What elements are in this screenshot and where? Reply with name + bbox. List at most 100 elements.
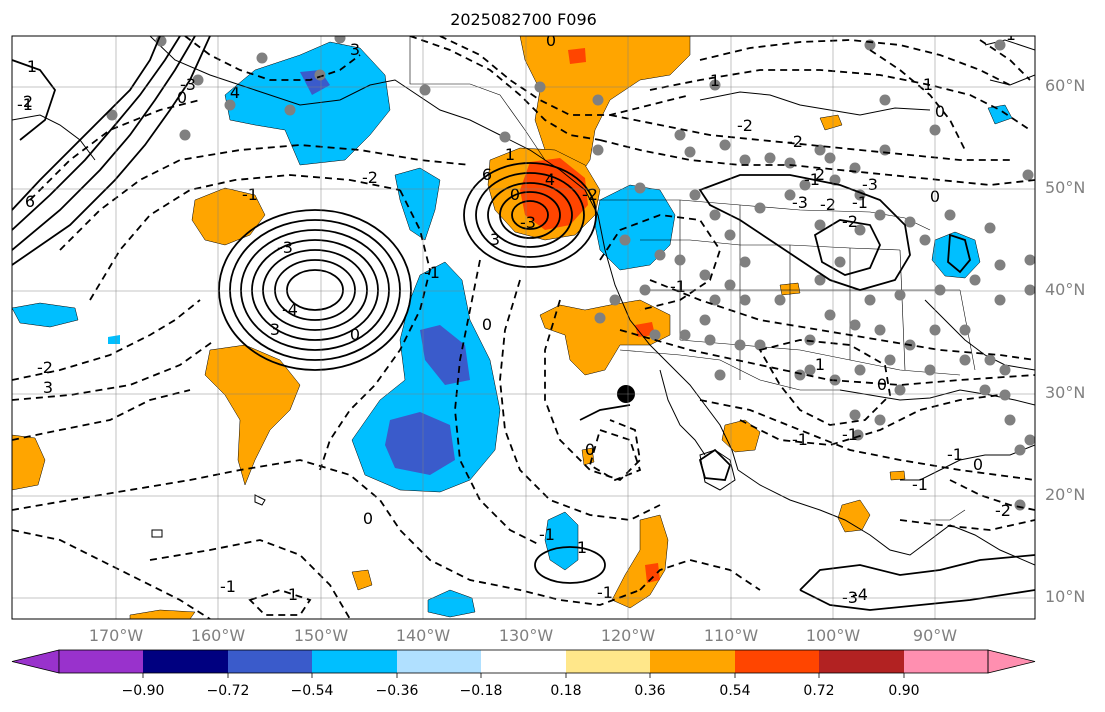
contour-label: 1 bbox=[815, 355, 825, 374]
contour-label: -1 bbox=[670, 277, 686, 296]
contour-lines bbox=[12, 36, 1035, 611]
station-marker bbox=[924, 364, 936, 376]
contour-line bbox=[979, 39, 1031, 81]
contour-label: -2 bbox=[582, 185, 598, 204]
colorbar-extend-max bbox=[987, 649, 1036, 674]
positive-anomaly-region bbox=[519, 36, 691, 176]
negative-anomaly-region bbox=[224, 41, 391, 166]
contour-label: -3 bbox=[520, 213, 536, 232]
positive-anomaly-region bbox=[645, 563, 660, 583]
contour-line bbox=[12, 339, 216, 401]
station-marker bbox=[824, 152, 836, 164]
station-marker bbox=[1022, 169, 1034, 181]
station-marker bbox=[879, 144, 891, 156]
station-marker bbox=[934, 284, 946, 296]
contour-line bbox=[274, 259, 356, 321]
station-marker bbox=[784, 189, 796, 201]
contour-line bbox=[619, 329, 1035, 386]
contour-label: -1 bbox=[242, 185, 258, 204]
station-marker bbox=[684, 146, 696, 158]
station-marker bbox=[106, 109, 118, 121]
lon-label: 150°W bbox=[293, 626, 349, 645]
station-marker bbox=[994, 39, 1006, 51]
station-marker bbox=[714, 369, 726, 381]
station-marker bbox=[799, 179, 811, 191]
contour-line bbox=[639, 559, 761, 591]
contour-line bbox=[12, 36, 161, 211]
colorbar-tick-label: −0.54 bbox=[290, 683, 334, 699]
contour-label: -1 bbox=[539, 525, 555, 544]
station-marker bbox=[674, 254, 686, 266]
lat-label: 20°N bbox=[1045, 485, 1086, 504]
contour-label: -2 bbox=[820, 195, 836, 214]
negative-anomaly-region bbox=[544, 511, 579, 571]
contour-line bbox=[251, 239, 379, 341]
station-marker bbox=[724, 279, 736, 291]
station-marker bbox=[724, 229, 736, 241]
positive-anomaly-region bbox=[611, 514, 669, 609]
station-marker bbox=[814, 144, 826, 156]
station-marker bbox=[994, 294, 1006, 306]
station-marker bbox=[1004, 414, 1016, 426]
lat-label: 50°N bbox=[1045, 178, 1086, 197]
lon-label: 90°W bbox=[912, 626, 958, 645]
contour-line bbox=[454, 259, 541, 546]
contour-line bbox=[184, 36, 361, 81]
station-marker bbox=[679, 329, 691, 341]
contour-label: 2 bbox=[23, 92, 33, 111]
colorbar-segment bbox=[566, 650, 650, 673]
negative-anomaly-region bbox=[931, 231, 981, 279]
contour-label: 2 bbox=[815, 165, 825, 184]
contour-label: -2 bbox=[787, 132, 803, 151]
contour-label: -1 bbox=[424, 263, 440, 282]
colorbar-segment bbox=[312, 650, 397, 673]
contour-label: 0 bbox=[877, 375, 887, 394]
lat-label: 30°N bbox=[1045, 383, 1086, 402]
contour-label: 3 bbox=[490, 230, 500, 249]
contour-label: 3 bbox=[350, 40, 360, 59]
contour-label: 0 bbox=[973, 455, 983, 474]
lon-label: 110°W bbox=[703, 626, 759, 645]
station-marker bbox=[704, 334, 716, 346]
contour-line bbox=[609, 114, 1010, 161]
contour-line bbox=[599, 214, 721, 311]
contour-label: 0 bbox=[177, 88, 187, 107]
contour-label: -1 bbox=[804, 170, 820, 189]
contour-label: 4 bbox=[230, 83, 240, 102]
positive-anomaly-region bbox=[819, 114, 843, 131]
colorbar-segment bbox=[650, 650, 735, 673]
contour-label: 6 bbox=[25, 192, 35, 211]
station-marker bbox=[709, 79, 721, 91]
station-marker bbox=[1024, 254, 1035, 266]
lat-label: 10°N bbox=[1045, 587, 1086, 606]
contour-line bbox=[12, 36, 211, 266]
contour-label: -1 bbox=[17, 95, 33, 114]
lon-label: 140°W bbox=[395, 626, 451, 645]
contour-label: -2 bbox=[737, 116, 753, 135]
station-marker bbox=[764, 152, 776, 164]
contour-line bbox=[59, 144, 471, 251]
negative-anomaly-region bbox=[420, 325, 470, 385]
station-marker bbox=[959, 324, 971, 336]
station-marker bbox=[864, 294, 876, 306]
station-marker bbox=[1024, 284, 1035, 296]
station-marker bbox=[334, 36, 346, 44]
contour-label: 0 bbox=[935, 102, 945, 121]
positive-anomaly-region bbox=[129, 609, 196, 619]
contour-label: 1 bbox=[288, 585, 298, 604]
contour-line bbox=[12, 299, 201, 381]
station-marker bbox=[419, 84, 431, 96]
contour-label: -4 bbox=[282, 300, 298, 319]
lon-label: 170°W bbox=[88, 626, 144, 645]
contour-label: -4 bbox=[852, 585, 868, 604]
contour-line bbox=[409, 36, 601, 141]
station-marker bbox=[639, 284, 651, 296]
colorbar-segment bbox=[228, 650, 312, 673]
station-marker bbox=[674, 129, 686, 141]
station-marker bbox=[699, 314, 711, 326]
station-marker bbox=[874, 414, 886, 426]
contour-label: -1 bbox=[912, 475, 928, 494]
contour-label: -2 bbox=[995, 501, 1011, 520]
station-marker bbox=[709, 209, 721, 221]
